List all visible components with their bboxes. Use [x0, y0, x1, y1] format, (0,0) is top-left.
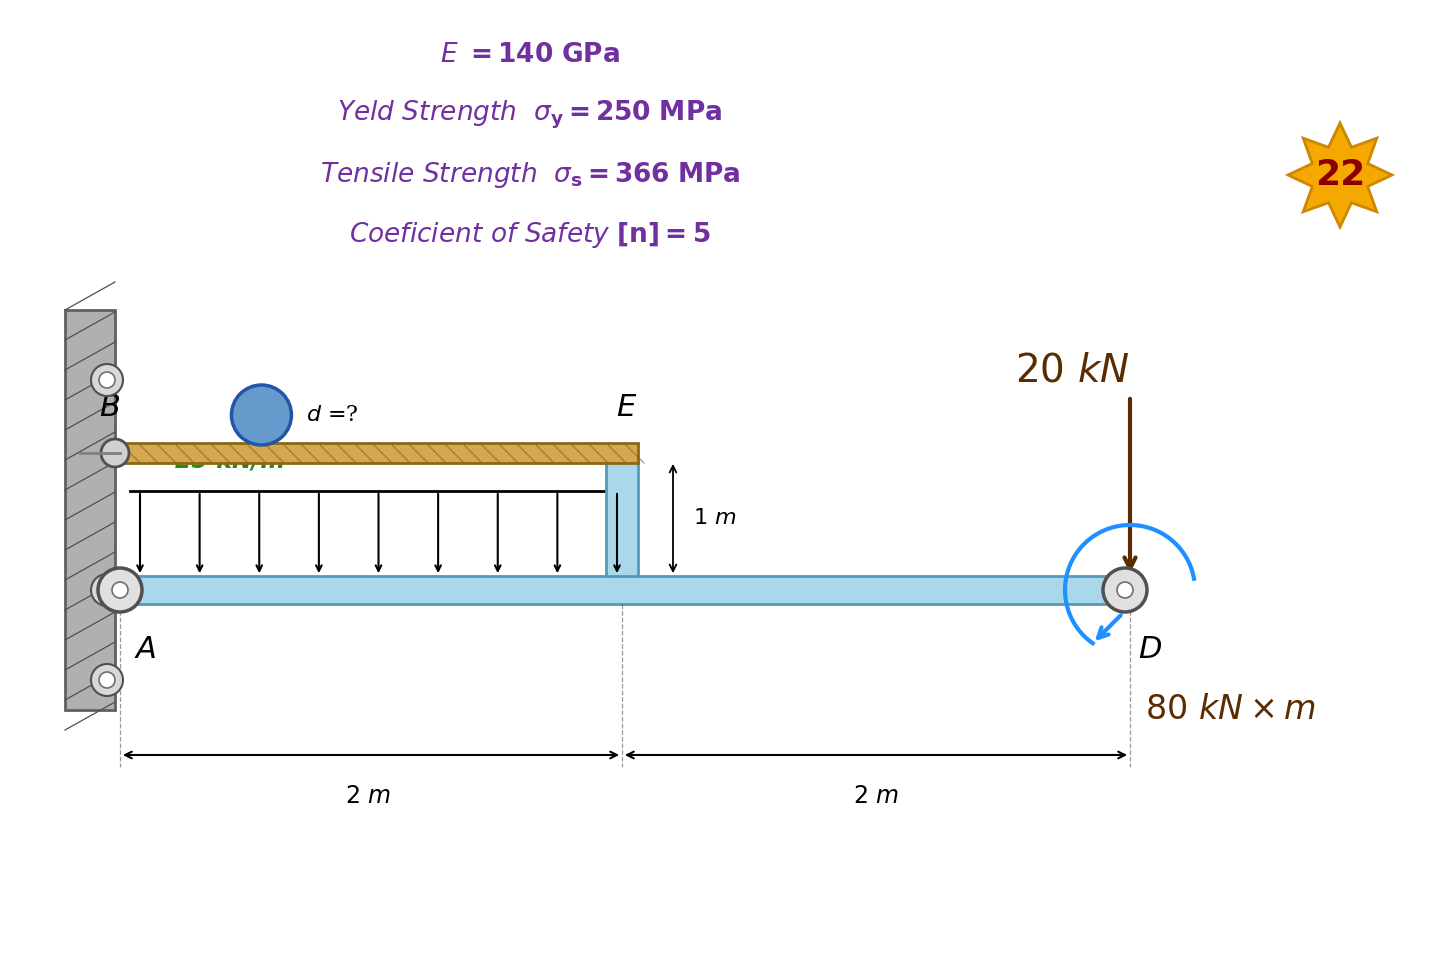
Text: $\mathbf{\mathit{Tensile\ Strength}}$  $\mathbf{\mathit{\sigma}_s = 366\ MPa}$: $\mathbf{\mathit{Tensile\ Strength}}$ $\… — [320, 160, 740, 190]
Circle shape — [112, 582, 128, 598]
Text: $\mathit{E}$: $\mathit{E}$ — [616, 393, 638, 424]
Text: $\mathit{B}$: $\mathit{B}$ — [99, 393, 121, 424]
Circle shape — [91, 574, 122, 606]
Circle shape — [98, 568, 143, 612]
Circle shape — [99, 672, 115, 688]
Circle shape — [99, 372, 115, 388]
Circle shape — [1103, 568, 1148, 612]
Text: $\mathbf{\mathit{Yeld\ Strength}}$  $\mathbf{\mathit{\sigma}_y = 250\ MPa}$: $\mathbf{\mathit{Yeld\ Strength}}$ $\mat… — [337, 99, 723, 131]
Text: $\mathit{2\ m}$: $\mathit{2\ m}$ — [852, 785, 899, 808]
Text: 22: 22 — [1315, 158, 1365, 192]
Text: $\mathbf{\mathit{20\ kN}}$: $\mathbf{\mathit{20\ kN}}$ — [1015, 352, 1129, 389]
Circle shape — [91, 664, 122, 696]
Bar — [115, 576, 1130, 604]
Circle shape — [232, 385, 291, 445]
Text: $\mathit{1\ m}$: $\mathit{1\ m}$ — [693, 507, 736, 529]
Circle shape — [1117, 582, 1133, 598]
Bar — [65, 310, 115, 710]
Text: $\mathbf{\mathit{Coeficient\ of\ Safety}}$ $\mathbf{[n] = 5}$: $\mathbf{\mathit{Coeficient\ of\ Safety}… — [350, 220, 711, 250]
Text: $\mathit{D}$: $\mathit{D}$ — [1138, 635, 1162, 665]
Circle shape — [101, 439, 130, 467]
Text: $\mathit{d}$ =?: $\mathit{d}$ =? — [307, 404, 359, 426]
Circle shape — [99, 582, 115, 598]
Circle shape — [91, 364, 122, 396]
Text: $\mathit{2\ m}$: $\mathit{2\ m}$ — [346, 785, 392, 808]
Bar — [115, 443, 638, 463]
Bar — [606, 461, 638, 576]
Text: 25 kN/m: 25 kN/m — [176, 449, 285, 473]
Polygon shape — [1287, 123, 1392, 227]
Text: $\mathbf{\mathit{E}}$ $\mathbf{= 140\ GPa}$: $\mathbf{\mathit{E}}$ $\mathbf{= 140\ GP… — [441, 42, 619, 67]
Text: $\mathbf{\mathit{80\ kN \times m}}$: $\mathbf{\mathit{80\ kN \times m}}$ — [1145, 694, 1316, 726]
Text: $\mathit{A}$: $\mathit{A}$ — [134, 635, 156, 665]
